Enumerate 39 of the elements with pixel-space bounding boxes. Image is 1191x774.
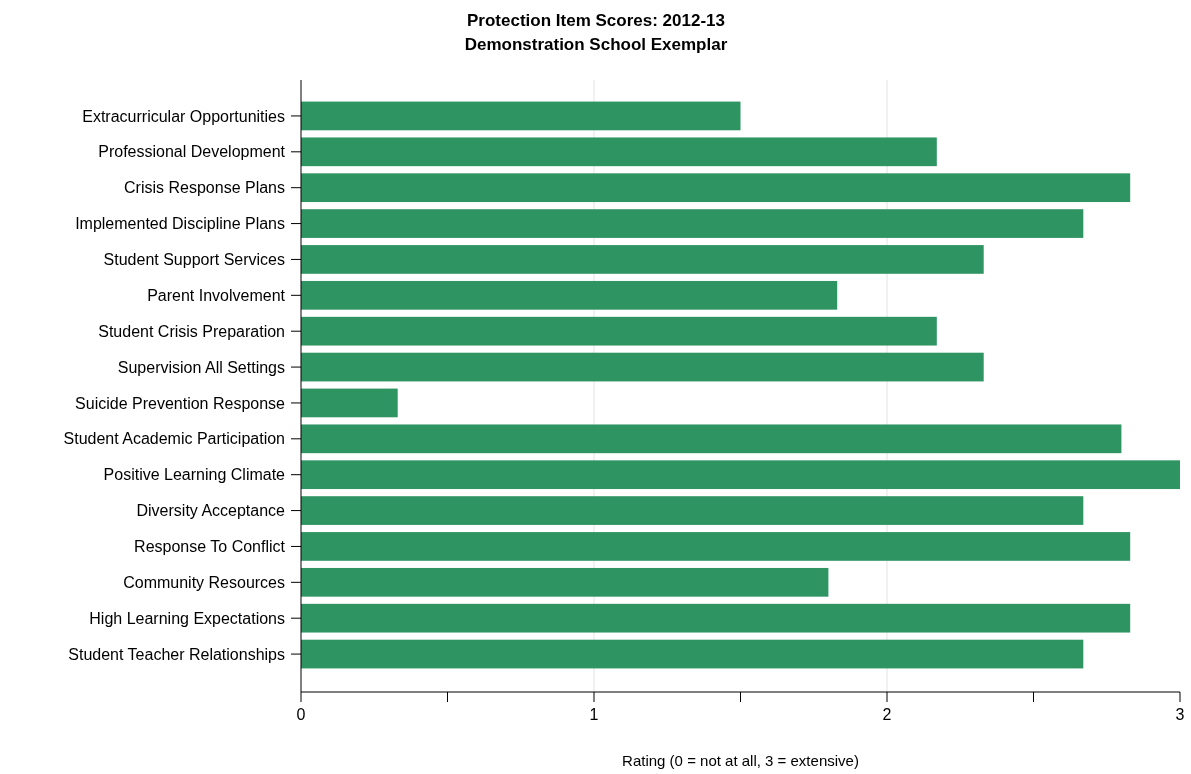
bar xyxy=(301,209,1084,238)
bar xyxy=(301,101,741,131)
bar xyxy=(301,460,1180,490)
bar xyxy=(301,245,984,274)
y-tick-label: Extracurricular Opportunities xyxy=(82,107,285,125)
y-tick-label: Student Teacher Relationships xyxy=(68,645,285,663)
y-tick-label: Professional Development xyxy=(98,143,286,161)
y-tick-label: High Learning Expectations xyxy=(89,609,285,627)
x-tick-label: 1 xyxy=(589,706,599,723)
y-tick-label: Student Academic Participation xyxy=(63,430,285,448)
y-tick-label: Suicide Prevention Response xyxy=(75,394,286,412)
y-tick-label: Student Support Services xyxy=(103,251,285,269)
y-tick-label: Positive Learning Climate xyxy=(103,466,286,484)
y-tick-label: Community Resources xyxy=(123,573,285,591)
chart-subtitle: Demonstration School Exemplar xyxy=(464,35,728,54)
bar xyxy=(301,567,829,597)
bar xyxy=(301,137,937,167)
x-axis-title: Rating (0 = not at all, 3 = extensive) xyxy=(622,752,859,769)
bar xyxy=(301,388,398,418)
bar xyxy=(301,496,1084,525)
x-tick-label: 0 xyxy=(296,706,306,723)
bar xyxy=(301,424,1122,454)
bar xyxy=(301,639,1084,669)
y-tick-label: Supervision All Settings xyxy=(117,358,285,376)
y-tick-label: Student Crisis Preparation xyxy=(98,322,285,340)
x-tick-label: 3 xyxy=(1175,706,1185,723)
bar xyxy=(301,280,838,310)
bar xyxy=(301,603,1131,633)
bar xyxy=(301,316,937,346)
y-tick-label: Crisis Response Plans xyxy=(124,179,285,197)
y-tick-label: Diversity Acceptance xyxy=(136,502,286,520)
chart-title: Protection Item Scores: 2012-13 xyxy=(467,11,725,30)
y-tick-label: Implemented Discipline Plans xyxy=(75,215,285,233)
bar xyxy=(301,352,984,382)
x-tick-label: 2 xyxy=(882,706,892,723)
bar xyxy=(301,532,1131,561)
y-tick-label: Response To Conflict xyxy=(134,538,286,556)
y-tick-label: Parent Involvement xyxy=(147,286,286,304)
bar xyxy=(301,173,1131,203)
